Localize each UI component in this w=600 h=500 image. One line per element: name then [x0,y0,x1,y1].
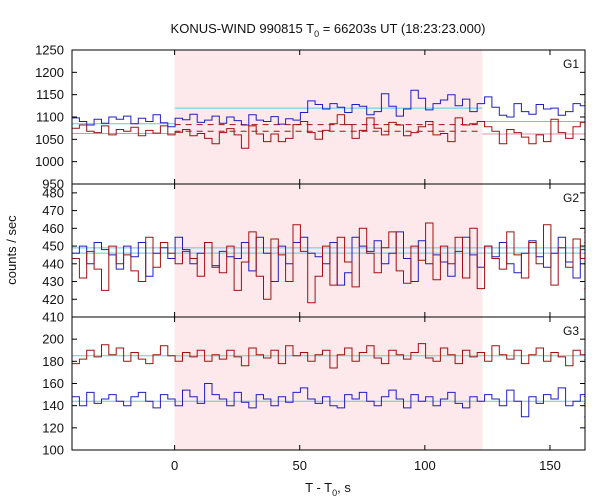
panel-label-g1: G1 [563,57,579,71]
panel-label-g2: G2 [563,191,579,205]
x-tick-label: 0 [171,458,178,473]
y-tick-label: 1100 [36,110,64,125]
series-line-g3-0 [72,334,585,369]
y-tick-label: 1000 [35,154,64,169]
y-tick-label: 420 [42,292,64,307]
y-tick-label: 480 [42,185,64,200]
x-tick-label: 50 [292,458,306,473]
y-tick-label: 440 [42,256,64,271]
y-tick-label: 140 [42,398,64,413]
y-tick-label: 100 [42,443,64,458]
panel-label-g3: G3 [563,324,579,338]
y-axis-label: counts / sec [4,215,19,285]
x-tick-label: 100 [414,458,436,473]
y-tick-label: 180 [42,354,64,369]
series-line-g1-0 [72,89,585,128]
y-tick-label: 410 [42,310,64,325]
y-tick-label: 460 [42,221,64,236]
highlight-interval [174,50,483,450]
x-tick-label: 150 [539,458,561,473]
y-tick-label: 450 [42,239,64,254]
series-line-g1-1 [72,114,585,149]
series-line-g3-1 [72,383,585,418]
y-tick-label: 120 [42,420,64,435]
chart-title: KONUS-WIND 990815 T0 = 66203s UT (18:23:… [171,21,486,39]
y-tick-label: 1150 [36,87,64,102]
y-tick-label: 1200 [35,65,64,80]
y-tick-label: 430 [42,274,64,289]
y-tick-label: 950 [42,177,64,192]
y-tick-label: 1250 [35,43,64,58]
y-tick-label: 1050 [35,132,64,147]
y-tick-label: 200 [42,332,64,347]
series-line-g2-1 [72,199,585,304]
x-axis-label: T - T0, s [305,480,351,498]
y-tick-label: 160 [42,376,64,391]
y-tick-label: 470 [42,203,64,218]
